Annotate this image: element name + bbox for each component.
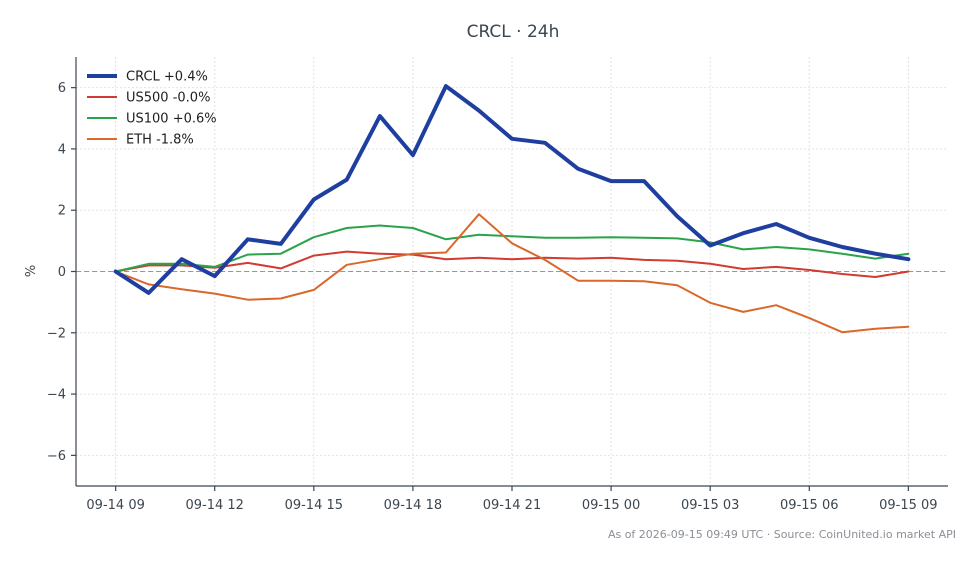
x-tick-label: 09-15 03: [681, 498, 739, 513]
legend-label: US500 -0.0%: [126, 91, 210, 106]
legend-label: CRCL +0.4%: [126, 70, 208, 85]
legend: CRCL +0.4% US500 -0.0% US100 +0.6% ETH -1.8…: [87, 70, 217, 148]
x-tick-label: 09-15 09: [879, 498, 937, 513]
x-tick-label: 09-14 12: [186, 498, 244, 513]
series-line-1: [113, 84, 911, 295]
series-line-2: [114, 250, 910, 278]
y-tick-label: 2: [58, 204, 66, 219]
series-lines: [113, 84, 911, 334]
legend-label: ETH -1.8%: [126, 133, 194, 148]
y-tick-label: −6: [47, 449, 66, 464]
footer-source-note: As of 2026-09-15 09:49 UTC · Source: Coi…: [608, 528, 956, 541]
x-tick-label: 09-14 18: [384, 498, 442, 513]
y-tick-label: 0: [58, 265, 66, 280]
chart-title: CRCL · 24h: [467, 22, 560, 42]
y-axis-label: %: [24, 265, 39, 277]
y-tick-label: 6: [58, 81, 66, 96]
axes: −6 −4 −2 0 2 4 6 09-14 09 09-14 12 09-14 15 09-14 …: [47, 57, 948, 513]
x-tick-label: 09-14 21: [483, 498, 541, 513]
y-tick-label: −4: [47, 388, 66, 403]
x-tick-label: 09-15 06: [780, 498, 838, 513]
series-line-4: [114, 213, 910, 334]
x-tick-label: 09-14 09: [86, 498, 144, 513]
x-tick-label: 09-14 15: [285, 498, 343, 513]
series-line-3: [114, 224, 910, 273]
y-tick-label: −2: [47, 326, 66, 341]
legend-label: US100 +0.6%: [126, 112, 217, 127]
y-tick-label: 4: [58, 142, 66, 157]
x-tick-label: 09-15 00: [582, 498, 640, 513]
